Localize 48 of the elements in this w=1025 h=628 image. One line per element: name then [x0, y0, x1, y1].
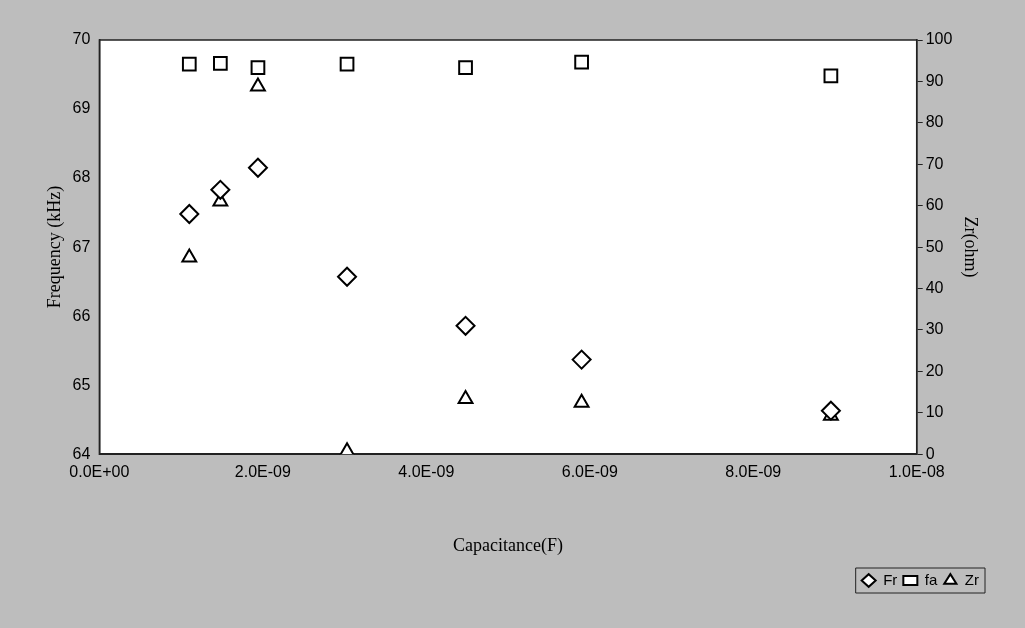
- x-tick-label: 1.0E-08: [888, 463, 945, 481]
- point: [458, 60, 473, 75]
- x-tick-label: 0.0E+00: [69, 463, 130, 481]
- point: [210, 179, 231, 200]
- point: [179, 203, 200, 224]
- y2-tick-label: 100: [925, 30, 953, 48]
- point: [250, 60, 266, 75]
- y2-tick-label: 20: [925, 361, 944, 379]
- y2-tick-label: 90: [925, 71, 944, 89]
- point: [337, 266, 358, 287]
- y-tick-label: 65: [72, 375, 91, 393]
- y-tick-label: 70: [72, 30, 91, 48]
- x-tick-label: 6.0E-09: [561, 463, 618, 481]
- point: [573, 393, 590, 408]
- y-tick-label: 69: [72, 99, 91, 117]
- point: [212, 56, 228, 71]
- y-tick-label: 64: [72, 444, 91, 462]
- y2-tick-label: 50: [925, 237, 944, 255]
- point: [181, 56, 197, 72]
- legend-label: fa: [924, 570, 938, 588]
- legend-label: Fr: [883, 570, 898, 588]
- y-tick-label: 67: [72, 237, 91, 255]
- y-axis-title: Frequency (kHz): [43, 185, 65, 309]
- y2-tick-label: 40: [925, 278, 944, 296]
- point: [181, 248, 198, 263]
- y2-tick-label: 10: [925, 403, 944, 421]
- point: [455, 315, 476, 336]
- point: [823, 68, 839, 84]
- y-tick-label: 68: [72, 168, 91, 186]
- point: [820, 400, 841, 421]
- y2-tick-label: 80: [925, 113, 944, 131]
- point: [574, 54, 589, 70]
- y2-tick-label: 30: [925, 320, 944, 338]
- point: [247, 157, 268, 178]
- x-axis-title: Capacitance(F): [453, 534, 564, 556]
- legend-label: Zr: [964, 570, 980, 588]
- point: [250, 77, 266, 92]
- y2-tick-label: 0: [925, 444, 935, 462]
- x-tick-label: 2.0E-09: [234, 463, 291, 481]
- point: [457, 390, 474, 405]
- y-tick-label: 66: [72, 306, 91, 324]
- y2-axis-title: Zr(ohm): [960, 216, 982, 278]
- point: [339, 56, 355, 72]
- point: [571, 349, 592, 370]
- y2-tick-label: 70: [925, 154, 944, 172]
- x-tick-label: 4.0E-09: [398, 463, 455, 481]
- x-tick-label: 8.0E-09: [725, 463, 782, 481]
- y2-tick-label: 60: [925, 196, 944, 214]
